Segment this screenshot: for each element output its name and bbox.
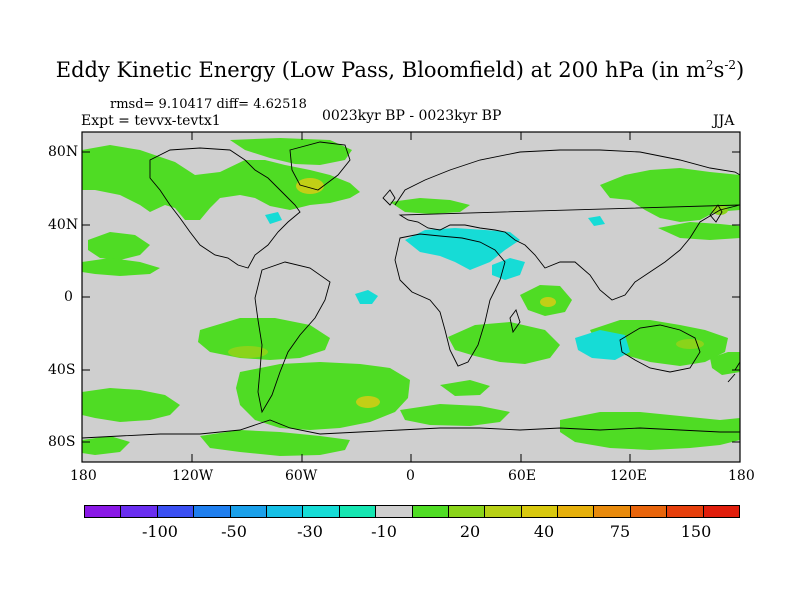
lat-label-80s: 80S — [48, 434, 76, 450]
contour-cyan — [405, 228, 520, 270]
coastline-madagascar — [509, 309, 521, 334]
lon-label-180e: 180 — [728, 468, 755, 484]
contour-green — [82, 388, 180, 422]
contour-cyan — [492, 258, 525, 280]
colorbar-swatch — [194, 506, 231, 517]
colorbar-swatch — [412, 506, 449, 517]
lon-label-180w: 180 — [70, 468, 97, 484]
colorbar-swatch — [266, 506, 304, 517]
lat-label-0: 0 — [64, 289, 73, 305]
title-end: ) — [736, 58, 745, 82]
axis-ticks — [82, 132, 740, 462]
lat-label-40s: 40S — [48, 362, 76, 378]
strong-positive-contours — [228, 178, 728, 408]
negative-contours — [265, 212, 630, 360]
lat-label-80n: 80N — [48, 144, 79, 160]
contour-green — [710, 352, 740, 375]
colorbar-label: -100 — [142, 522, 178, 541]
colorbar-swatch — [376, 506, 413, 517]
coastline-antarctica — [81, 419, 740, 439]
contour-yellow-green — [356, 396, 380, 408]
title-mid: s — [713, 58, 725, 82]
colorbar-label: 40 — [533, 522, 555, 541]
title-sup2: -2 — [724, 58, 737, 72]
colorbar-swatch — [121, 506, 158, 517]
coastline-japan — [709, 204, 723, 223]
lon-label-60e: 60E — [508, 468, 537, 484]
colorbar-swatch — [303, 506, 340, 517]
difference-contours — [82, 138, 740, 456]
coastline-australia — [619, 324, 701, 373]
colorbar-label: -50 — [221, 522, 247, 541]
colorbar-label: 75 — [609, 522, 631, 541]
colorbar-swatch — [594, 506, 631, 517]
contour-cyan — [355, 290, 378, 304]
period-label: 0023kyr BP - 0023kyr BP — [322, 108, 502, 124]
colorbar-swatch — [485, 506, 522, 517]
contour-green — [658, 222, 740, 240]
colorbar-swatch — [230, 506, 267, 517]
lon-label-60w: 60W — [285, 468, 318, 484]
colorbar-swatch — [630, 506, 668, 517]
contour-green — [230, 138, 352, 165]
colorbar-swatch — [667, 506, 704, 517]
contour-green — [200, 430, 350, 456]
chart-title: Eddy Kinetic Energy (Low Pass, Bloomfiel… — [0, 58, 800, 82]
stats-text: rmsd= 9.10417 diff= 4.62518 — [110, 97, 307, 112]
experiment-label: Expt = tevvx-tevtx1 — [81, 113, 221, 129]
colorbar-swatch — [339, 506, 377, 517]
coastlines — [81, 141, 741, 439]
colorbar-label: -10 — [371, 522, 397, 541]
lon-label-0: 0 — [406, 468, 415, 484]
title-main: Eddy Kinetic Energy (Low Pass, Bloomfiel… — [55, 58, 706, 82]
coastline-eurasia — [394, 149, 741, 301]
colorbar-swatch — [157, 506, 195, 517]
contour-green — [448, 322, 560, 364]
coastline-uk — [382, 189, 396, 206]
contour-green — [82, 145, 360, 220]
contour-green — [600, 168, 740, 222]
colorbar-swatch — [85, 506, 122, 517]
colorbar — [84, 505, 740, 518]
coastline-south-america — [254, 261, 331, 414]
colorbar-swatch — [521, 506, 559, 517]
colorbar-label: 20 — [459, 522, 481, 541]
colorbar-swatch — [703, 506, 740, 517]
contour-green — [88, 232, 150, 260]
lon-label-120e: 120E — [610, 468, 647, 484]
coastline-africa — [394, 233, 506, 367]
contour-green — [440, 380, 490, 396]
lon-label-120w: 120W — [172, 468, 214, 484]
title-sup1: 2 — [705, 58, 714, 72]
coastline-north-america — [149, 147, 301, 269]
contour-yellow-green — [676, 339, 704, 349]
season-label: JJA — [713, 113, 735, 129]
colorbar-label: -30 — [297, 522, 323, 541]
contour-green — [560, 412, 740, 450]
contour-green — [82, 436, 130, 455]
contour-green — [82, 258, 160, 276]
contour-green — [390, 198, 470, 214]
contour-cyan — [575, 330, 630, 360]
coastline-greenland — [289, 141, 351, 191]
coastline-new-zealand — [727, 361, 741, 383]
colorbar-swatch — [558, 506, 595, 517]
contour-yellow-green — [540, 297, 556, 307]
colorbar-label: 150 — [680, 522, 712, 541]
contour-yellow-green — [228, 346, 268, 358]
contour-yellow-green — [296, 178, 324, 194]
colorbar-swatch — [448, 506, 486, 517]
contour-cyan — [265, 212, 282, 224]
contour-cyan — [588, 216, 605, 226]
contour-green — [400, 404, 510, 426]
lat-label-40n: 40N — [48, 217, 79, 233]
contour-green — [236, 362, 410, 430]
